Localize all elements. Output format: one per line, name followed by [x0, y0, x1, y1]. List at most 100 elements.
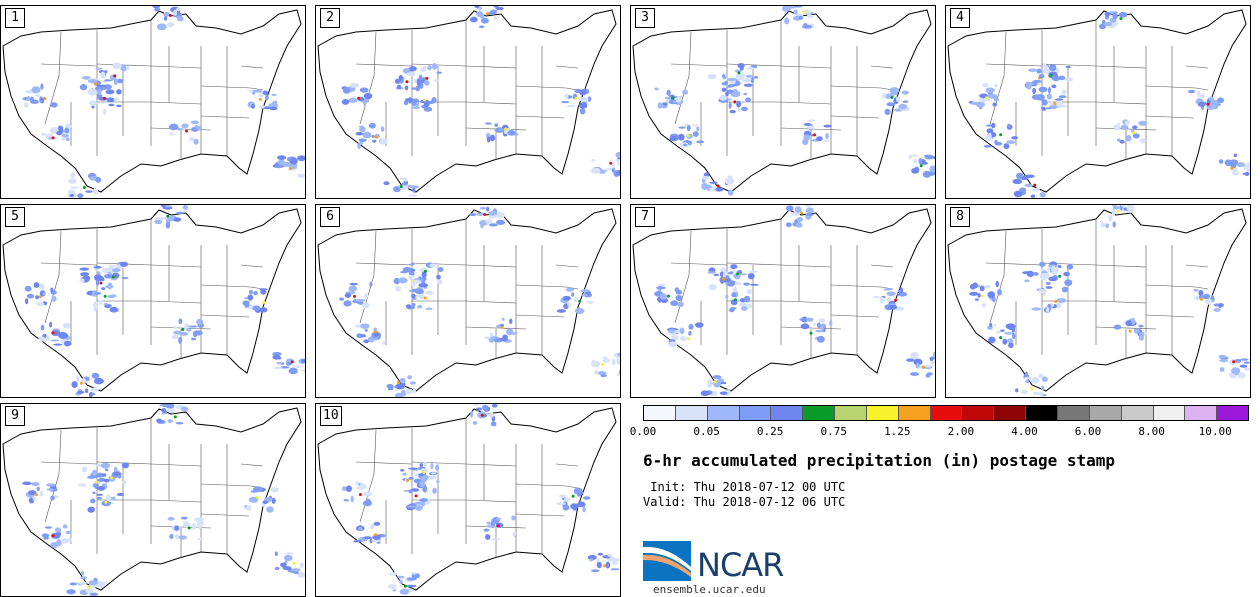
- precip-cell: [359, 87, 369, 93]
- state-border: [44, 230, 62, 324]
- precip-core: [353, 294, 357, 298]
- precip-cell: [1210, 104, 1219, 110]
- precip-cell: [383, 181, 390, 186]
- precip-cell: [1051, 74, 1056, 80]
- website-url: ensemble.ucar.edu: [653, 583, 766, 596]
- precip-cell: [364, 293, 369, 299]
- precip-cell: [104, 468, 109, 472]
- precip-cell: [167, 516, 175, 521]
- precip-cell: [678, 126, 686, 129]
- precip-cell: [906, 358, 915, 362]
- precip-core: [500, 325, 504, 329]
- precip-cell: [582, 98, 586, 101]
- precip-cell: [1205, 298, 1213, 305]
- precip-cell: [176, 211, 184, 215]
- precip-cell: [79, 84, 88, 91]
- precip-cell: [87, 88, 98, 96]
- precip-cell: [711, 186, 717, 193]
- precip-cell: [85, 588, 94, 594]
- precip-cell: [284, 552, 294, 555]
- precip-cell: [409, 185, 420, 189]
- state-border: [200, 314, 250, 318]
- precip-cell: [35, 295, 40, 300]
- precip-cell: [500, 323, 505, 327]
- precip-core: [423, 98, 427, 102]
- precip-cell: [591, 360, 601, 368]
- precip-cell: [897, 289, 902, 293]
- precip-cell: [428, 475, 437, 480]
- precip-cell: [169, 132, 174, 136]
- state-border: [989, 31, 1007, 125]
- precip-cell: [50, 287, 54, 293]
- precip-cell: [394, 392, 403, 397]
- precip-cell: [23, 102, 29, 108]
- precip-cell: [507, 129, 516, 136]
- precip-cell: [361, 334, 366, 338]
- coastline: [2, 208, 302, 392]
- precip-cell: [420, 477, 427, 482]
- precip-cell: [565, 287, 575, 292]
- precip-cell: [795, 222, 803, 228]
- precip-cell: [174, 525, 180, 531]
- precip-cell: [423, 106, 433, 112]
- precip-cell: [119, 261, 129, 267]
- precip-cell: [1105, 223, 1109, 229]
- precip-cell: [1033, 188, 1040, 192]
- colorbar-tick-label: 0.00: [629, 425, 657, 438]
- precip-core: [1058, 274, 1062, 278]
- colorbar-segment: [1025, 406, 1057, 420]
- precip-cell: [743, 295, 751, 303]
- precip-cell: [490, 336, 499, 339]
- precip-cell: [616, 161, 620, 166]
- precip-cell: [736, 100, 742, 108]
- precip-cell: [418, 473, 424, 476]
- precip-cell: [1041, 99, 1048, 106]
- precip-core: [716, 184, 720, 188]
- precip-cell: [407, 505, 415, 508]
- precip-cell: [163, 12, 171, 17]
- state-border: [780, 300, 832, 304]
- precip-cell: [800, 323, 810, 330]
- precip-cell: [412, 187, 416, 193]
- state-border: [1145, 85, 1197, 89]
- precip-cell: [58, 332, 68, 340]
- precip-cell: [924, 364, 932, 368]
- state-border: [989, 230, 1007, 324]
- precip-cell: [1100, 222, 1106, 228]
- precip-cell: [1213, 308, 1221, 312]
- precip-cell: [46, 483, 56, 487]
- precip-cell: [799, 318, 807, 321]
- precip-cell: [486, 525, 495, 528]
- precip-cell: [1061, 286, 1068, 293]
- precip-cell: [977, 293, 981, 298]
- precip-cell: [419, 498, 428, 503]
- precip-core: [166, 214, 170, 218]
- colorbar-segment: [1216, 406, 1249, 420]
- precip-cell: [556, 502, 566, 506]
- precip-cell: [822, 139, 830, 142]
- precip-core: [80, 381, 84, 385]
- state-border: [1185, 264, 1209, 268]
- precip-cell: [728, 271, 734, 275]
- precip-cell: [156, 23, 167, 31]
- state-border: [150, 300, 202, 304]
- precip-cell: [370, 523, 375, 530]
- precip-cell: [1120, 205, 1127, 208]
- state-border: [870, 65, 894, 69]
- precip-cell: [1236, 161, 1245, 168]
- precip-cell: [719, 391, 728, 395]
- precip-cell: [694, 322, 704, 328]
- precip-cell: [272, 351, 282, 357]
- precip-cell: [423, 461, 427, 467]
- precip-core: [601, 363, 605, 367]
- precip-cell: [804, 205, 813, 208]
- state-border: [1145, 115, 1195, 119]
- precip-cell: [1045, 286, 1053, 289]
- state-border: [200, 85, 252, 89]
- precip-cell: [1108, 214, 1113, 222]
- precip-cell: [724, 80, 729, 85]
- precip-cell: [478, 25, 485, 29]
- precip-cell: [730, 264, 738, 270]
- precip-cell: [803, 9, 811, 15]
- us-map: [317, 404, 620, 595]
